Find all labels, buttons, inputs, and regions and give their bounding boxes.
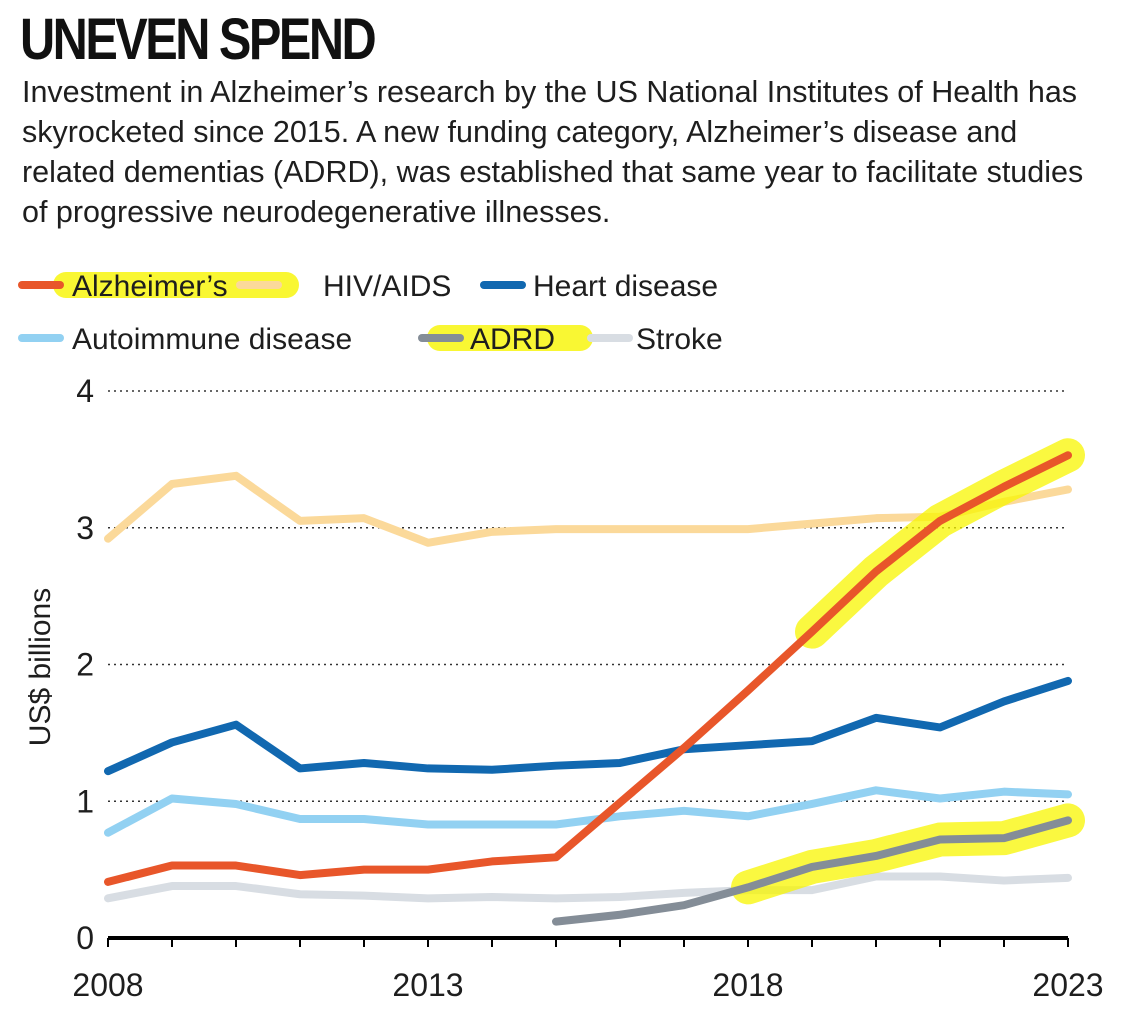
x-tick-label: 2023 [1032,967,1103,1003]
x-axis [107,936,1069,947]
series-line-heart [104,676,1072,776]
x-tick-label: 2008 [72,967,143,1003]
x-tick-label: 2018 [712,967,783,1003]
chart-title: UNEVEN SPEND [20,7,377,72]
y-tick-label: 0 [76,920,94,956]
series-lines [104,438,1085,926]
series-line-alzheimers [104,451,1072,886]
legend-label-autoimmune: Autoimmune disease [72,323,352,356]
legend: Alzheimer’s HIV/AIDS Heart disease Autoimmu… [18,270,723,356]
legend-label-adrd: ADRD [470,323,555,356]
chart-subtitle: Investment in Alzheimer’s research by th… [22,75,1084,229]
series-line-stroke [104,872,1072,903]
y-axis-ticks: 0 1 2 3 4 [76,373,94,956]
series-line-autoimmune [104,786,1072,837]
highlight-alzheimers [795,438,1085,649]
y-tick-label: 1 [76,783,94,819]
legend-label-heart: Heart disease [533,270,718,303]
legend-label-hiv: HIV/AIDS [323,270,451,303]
x-axis-ticks: 2008 2013 2018 2023 [72,967,1103,1003]
legend-label-alzheimers: Alzheimer’s [72,270,228,303]
x-tick-label: 2013 [392,967,463,1003]
series-line-adrd [552,816,1072,926]
y-tick-label: 2 [76,647,94,683]
legend-label-stroke: Stroke [636,323,723,356]
y-tick-label: 3 [76,510,94,546]
series-line-hiv [104,471,1072,547]
y-axis-title: US$ billions [24,588,57,746]
y-tick-label: 4 [76,373,94,409]
